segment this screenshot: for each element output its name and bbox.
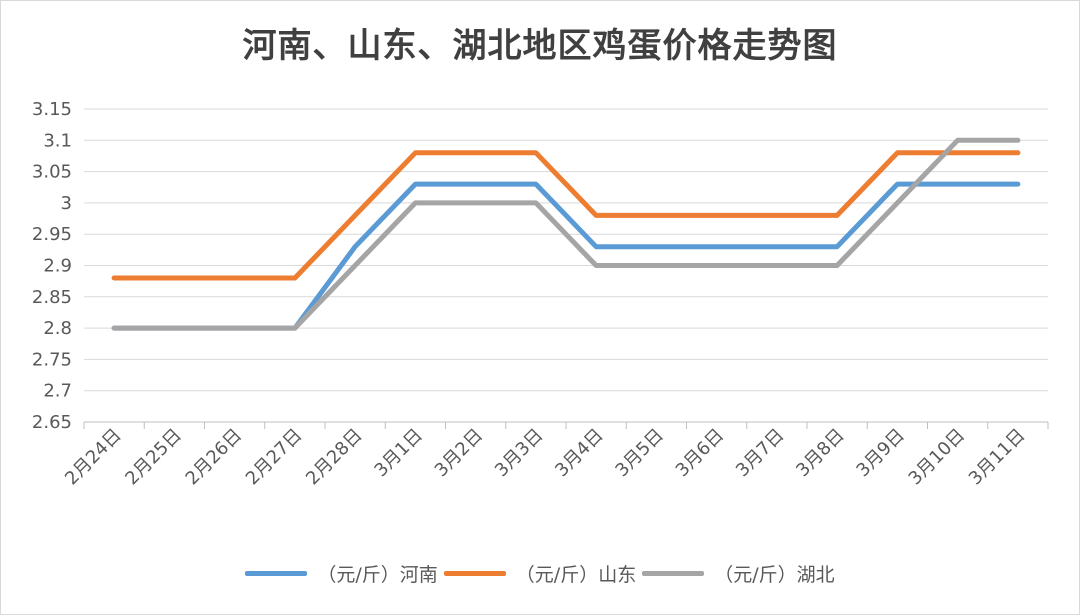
x-tick-label: 3月10日 xyxy=(905,425,970,490)
series-line xyxy=(111,150,1021,281)
x-tick-label: 3月5日 xyxy=(611,425,668,482)
series-line xyxy=(111,181,1021,331)
x-tick-label: 3月3日 xyxy=(491,425,548,482)
y-tick-label: 2.75 xyxy=(32,349,72,370)
x-tick-label: 3月1日 xyxy=(370,425,427,482)
y-tick-label: 2.65 xyxy=(32,412,72,433)
x-tick-label: 2月25日 xyxy=(121,425,186,490)
legend-swatch xyxy=(245,570,308,576)
legend-item: （元/斤）山东 xyxy=(443,560,637,587)
x-tick-label: 2月28日 xyxy=(302,425,367,490)
x-tick-label: 2月27日 xyxy=(242,425,307,490)
chart-title: 河南、山东、湖北地区鸡蛋价格走势图 xyxy=(242,26,838,66)
y-tick-label: 2.9 xyxy=(43,256,72,277)
legend-swatch xyxy=(642,570,705,576)
legend-label: （元/斤）河南 xyxy=(317,563,438,586)
x-tick-label: 3月2日 xyxy=(431,425,488,482)
y-tick-label: 2.95 xyxy=(32,224,72,245)
legend-item: （元/斤）湖北 xyxy=(642,560,835,587)
legend-item: （元/斤）河南 xyxy=(245,560,438,587)
y-tick-label: 2.7 xyxy=(43,381,72,402)
x-tick-label: 3月6日 xyxy=(672,425,729,482)
y-tick-label: 3.1 xyxy=(43,130,72,151)
series-lines xyxy=(111,137,1021,331)
y-tick-label: 3.05 xyxy=(32,162,72,183)
x-tick-label: 3月9日 xyxy=(852,425,909,482)
legend-label: （元/斤）湖北 xyxy=(714,563,835,586)
y-tick-labels: 2.65 2.7 2.75 2.8 2.85 2.9 2.95 3 3.05 3.1 3.15 xyxy=(32,99,72,433)
legend-label: （元/斤）山东 xyxy=(515,563,637,586)
legend: （元/斤）河南 （元/斤）山东 （元/斤）湖北 xyxy=(0,555,1080,591)
legend-swatch xyxy=(443,570,506,576)
y-tick-label: 2.85 xyxy=(32,287,72,308)
x-tick-label: 2月24日 xyxy=(61,425,126,490)
x-tick-label: 3月7日 xyxy=(732,425,789,482)
x-tick-label: 3月8日 xyxy=(792,425,849,482)
x-tick-label: 3月11日 xyxy=(965,425,1030,490)
y-tick-label: 3 xyxy=(61,193,72,214)
series-line xyxy=(111,137,1021,331)
y-tick-label: 3.15 xyxy=(32,99,72,120)
x-tick-label: 2月26日 xyxy=(182,425,247,490)
axes xyxy=(83,421,1049,429)
x-tick-label: 3月4日 xyxy=(551,425,608,482)
y-tick-label: 2.8 xyxy=(43,318,72,339)
